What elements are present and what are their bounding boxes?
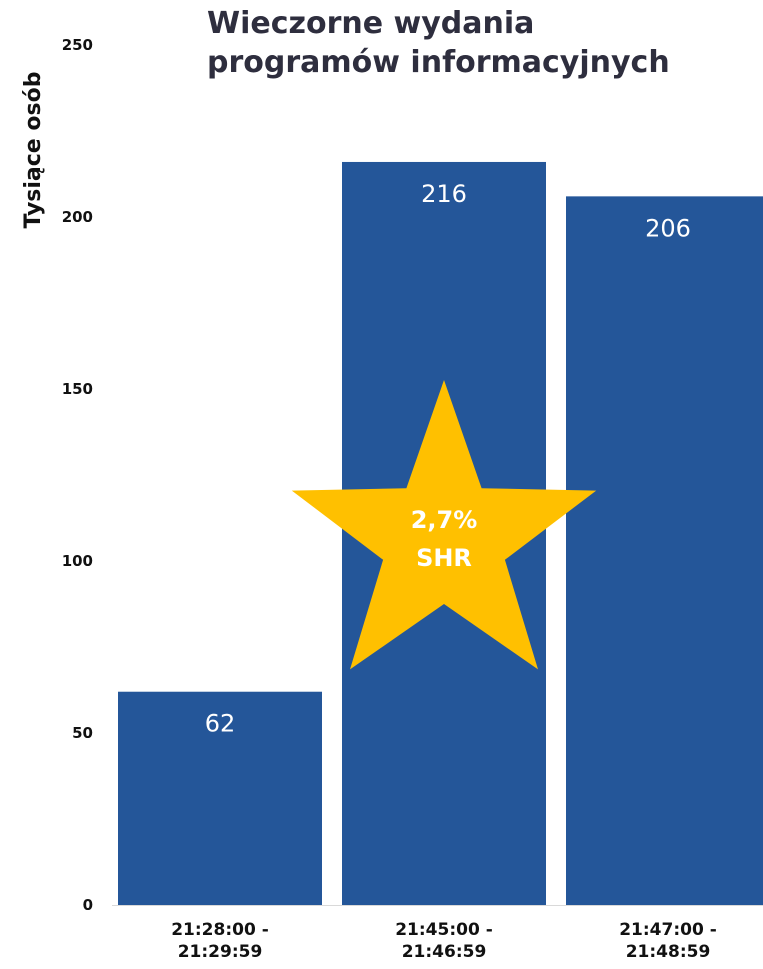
x-tick-label: 21:48:59 (626, 942, 711, 962)
x-tick-label: 21:29:59 (178, 942, 263, 962)
data-label: 206 (645, 214, 691, 242)
y-tick-label: 50 (72, 724, 93, 742)
y-tick-label: 250 (62, 36, 93, 54)
star-label: SHR (416, 544, 472, 572)
star-label: 2,7% (411, 506, 478, 534)
y-tick-label: 100 (62, 552, 93, 570)
chart-title-line-2: programów informacyjnych (207, 45, 670, 80)
x-tick-label: 21:47:00 - (619, 920, 717, 940)
x-tick-label: 21:45:00 - (395, 920, 493, 940)
x-tick-label: 21:46:59 (402, 942, 487, 962)
star-shape (291, 380, 597, 670)
data-label: 216 (421, 180, 467, 208)
y-tick-label: 150 (62, 380, 93, 398)
shr-star-annotation: 2,7% SHR (291, 380, 597, 670)
data-label: 62 (205, 710, 236, 738)
bar (566, 196, 763, 906)
y-tick-label: 0 (83, 896, 93, 914)
y-axis-title: Tysiące osób (21, 72, 46, 229)
x-axis-ticks: 21:28:00 -21:29:59 21:45:00 -21:46:59 21:4… (171, 920, 717, 962)
y-tick-label: 200 (62, 208, 93, 226)
data-labels-group: 62 216 206 (205, 180, 691, 738)
y-axis-ticks: 0 50 100 150 200 250 (62, 36, 93, 914)
chart-title-line-1: Wieczorne wydania (207, 6, 534, 41)
bar (118, 691, 322, 905)
x-tick-label: 21:28:00 - (171, 920, 269, 940)
